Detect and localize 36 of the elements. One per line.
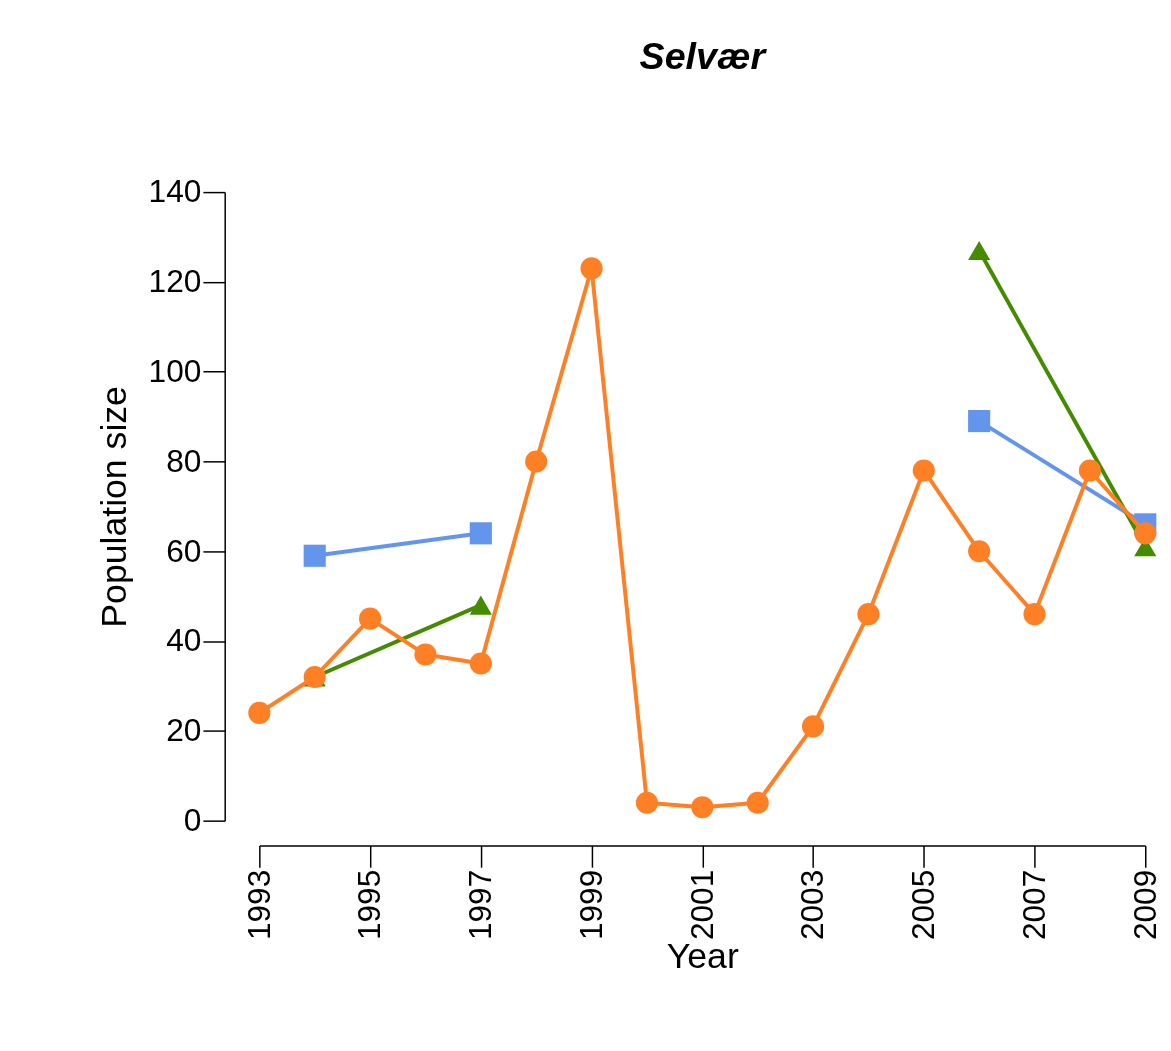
point [414,643,437,666]
y-tick-label: 0 [183,802,202,839]
point [968,540,991,563]
point [968,410,991,433]
point [525,450,548,473]
x-tick-label: 1995 [351,869,388,941]
point [746,791,769,814]
x-tick-label: 1993 [240,869,277,941]
x-tick-label: 2005 [905,869,942,941]
y-tick-label: 20 [166,712,202,749]
y-tick-label: 40 [166,622,202,659]
y-axis-title: Population size [93,386,134,628]
y-tick-label: 80 [166,442,202,479]
point [801,715,825,738]
point [857,603,880,626]
x-tick-label: 2007 [1015,869,1052,941]
point [469,652,492,675]
y-tick-label: 140 [148,173,202,210]
y-tick-label: 100 [148,353,202,390]
chart-title: Selvær [639,35,768,78]
x-tick-label: 1999 [572,869,609,941]
point [1023,603,1046,626]
point [469,522,492,545]
point [359,607,382,630]
point [1078,459,1101,482]
y-tick-label: 120 [148,263,202,300]
x-tick-label: 1997 [462,869,499,941]
point [580,257,603,280]
y-tick-label: 60 [166,532,202,569]
point [635,791,658,814]
point [303,544,326,567]
point [248,701,271,724]
x-tick-label: 2009 [1126,869,1163,941]
point [912,459,935,482]
point [691,796,714,819]
x-tick-label: 2003 [794,869,831,941]
